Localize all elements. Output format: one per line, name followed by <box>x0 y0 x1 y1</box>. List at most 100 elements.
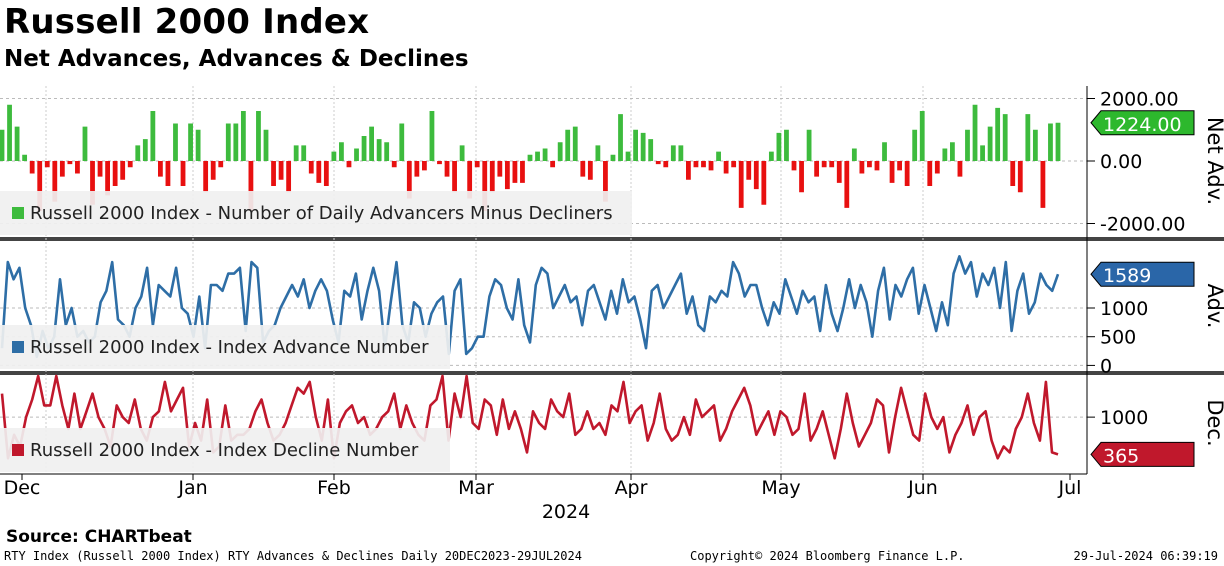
advance-bar <box>263 129 269 161</box>
advance-bar <box>1055 122 1061 161</box>
y-tick-label: -2000.00 <box>1100 214 1185 236</box>
decline-last-value-tag: 365 <box>1090 441 1195 467</box>
decline-series-line <box>0 374 1059 460</box>
advance-bar <box>625 151 631 161</box>
legend-box <box>0 191 632 235</box>
decline-bar <box>59 161 65 177</box>
month-label: Mar <box>458 477 494 499</box>
advance-bar <box>195 129 201 161</box>
decline-bar <box>422 161 427 171</box>
advance-bar <box>678 145 684 161</box>
advance-bar <box>806 129 812 161</box>
decline-bar <box>663 161 669 168</box>
legend-label: Russell 2000 Index - Index Decline Numbe… <box>30 440 419 461</box>
decline-bar <box>829 161 835 168</box>
advance-bar <box>173 123 178 161</box>
advance-bar <box>648 139 654 161</box>
decline-bar <box>406 161 412 199</box>
last-value-tag-shape <box>1090 261 1195 287</box>
decline-bar <box>655 161 661 165</box>
decline-bar <box>761 161 767 205</box>
legend-swatch <box>12 341 24 353</box>
advance-bar <box>882 142 887 161</box>
decline-bar <box>271 161 276 186</box>
advance-bar <box>301 145 307 161</box>
y-tick-label: 2000.00 <box>1100 89 1179 111</box>
decline-bar <box>158 161 163 177</box>
decline-bar <box>346 161 352 168</box>
decline-bar <box>686 161 691 180</box>
decline-bar <box>957 161 963 177</box>
legend-label: Russell 2000 Index - Number of Daily Adv… <box>30 203 613 224</box>
advance-bar <box>851 148 857 161</box>
advance-bar <box>987 126 993 161</box>
advance-bar <box>339 142 344 161</box>
advance-bar <box>82 126 88 161</box>
decline-bar <box>874 161 880 171</box>
decline-bar <box>414 161 420 177</box>
advance-bar <box>776 132 782 161</box>
advance-bar <box>527 154 533 161</box>
advance-bar <box>240 111 246 161</box>
advance-bar <box>459 145 465 161</box>
decline-bar <box>753 161 759 190</box>
decline-bar <box>444 161 450 177</box>
advance-bar <box>188 123 193 161</box>
decline-bar <box>180 161 186 186</box>
decline-bar <box>791 161 797 171</box>
advance-last-value-tag: 1589 <box>1090 261 1195 287</box>
advance-bar <box>1025 114 1031 161</box>
decline-bar <box>316 161 322 183</box>
decline-bar <box>867 161 872 168</box>
decline-bar <box>165 161 171 186</box>
y-tick-label: 500 <box>1100 327 1136 349</box>
decline-bar <box>497 161 503 177</box>
advance-bar <box>535 151 540 161</box>
advance-bar <box>354 148 359 161</box>
decline-bar <box>29 161 35 174</box>
advance-bar <box>150 111 156 161</box>
advance-bar <box>225 123 231 161</box>
advance-bar <box>768 151 774 161</box>
decline-bar <box>489 161 495 193</box>
decline-bar <box>67 161 73 165</box>
decline-bar <box>218 161 224 168</box>
advance-bar <box>942 148 948 161</box>
advance-bar <box>429 111 435 161</box>
y-tick-label: 0 <box>1100 355 1112 377</box>
decline-bar <box>550 161 556 168</box>
last-value-label: 1589 <box>1103 265 1151 287</box>
decline-bar <box>278 161 284 180</box>
advance-bar <box>995 107 1001 161</box>
advance-bar <box>293 145 299 161</box>
advance-bar <box>565 129 571 161</box>
decline-bar <box>889 161 895 183</box>
decline-bar <box>308 161 314 174</box>
decline-bar <box>512 161 518 183</box>
decline-bar <box>105 161 110 196</box>
last-value-tag-shape <box>1090 110 1195 136</box>
advance-bar <box>633 129 638 161</box>
decline-bar <box>580 161 586 177</box>
decline-bar <box>731 161 737 168</box>
advance-line-layer <box>0 255 1060 359</box>
decline-bar <box>203 161 209 193</box>
decline-bar <box>701 161 706 168</box>
month-label: Dec <box>4 477 41 499</box>
advance-bar <box>22 154 28 161</box>
advance-bar <box>142 139 148 161</box>
decline-bar <box>693 161 699 168</box>
decline-bar <box>934 161 940 174</box>
decline-bar <box>904 161 910 186</box>
decline-bar <box>859 161 865 174</box>
advance-bar <box>980 145 985 161</box>
decline-bar <box>897 161 902 171</box>
legend-swatch <box>12 207 24 219</box>
net-advances-bars <box>0 104 1061 211</box>
advance-bar <box>610 154 616 161</box>
advance-bar <box>618 114 623 161</box>
decline-bar <box>37 161 43 211</box>
month-label: Jun <box>907 477 938 499</box>
legend-layer: Russell 2000 Index - Number of Daily Adv… <box>0 191 632 472</box>
